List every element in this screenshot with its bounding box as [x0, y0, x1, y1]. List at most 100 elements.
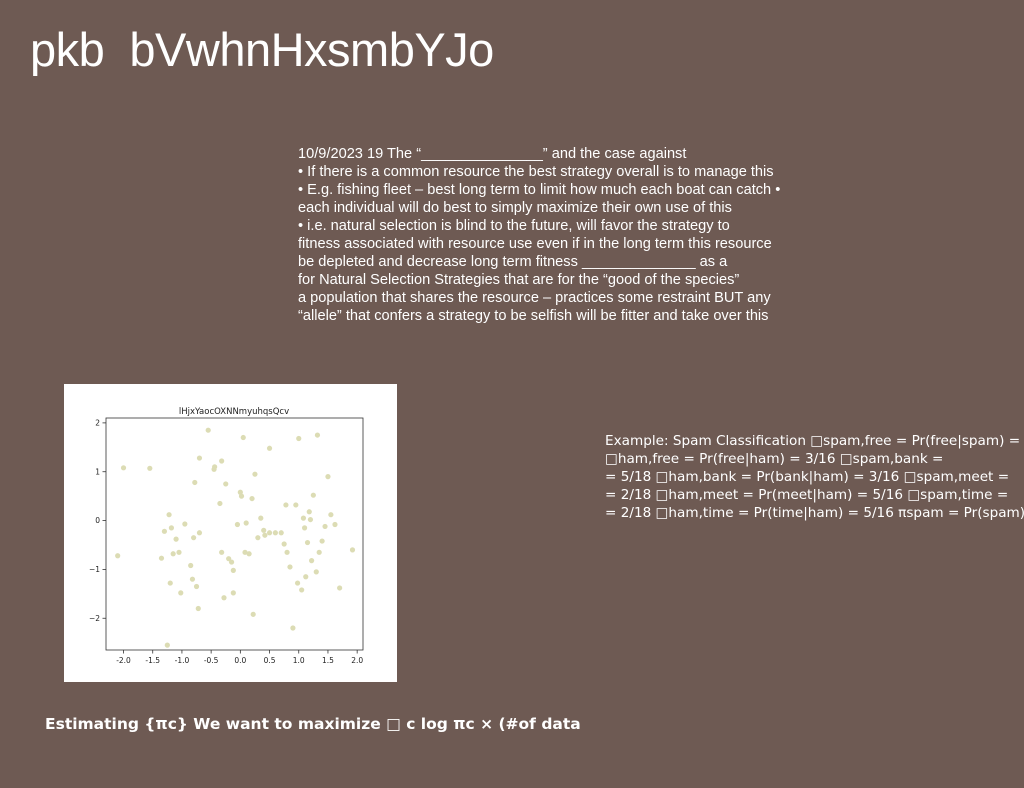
notes-line: a population that shares the resource – … — [298, 290, 771, 306]
scatter-point — [176, 549, 182, 555]
scatter-point — [219, 458, 225, 464]
scatter-point — [158, 555, 165, 561]
scatter-point — [258, 515, 264, 521]
y-tick-label: −2 — [89, 614, 100, 623]
scatter-point — [306, 509, 312, 515]
scatter-point — [115, 553, 121, 559]
scatter-point — [290, 625, 296, 631]
scatter-point — [217, 500, 223, 507]
scatter-point — [332, 521, 338, 528]
y-tick-label: 0 — [95, 516, 100, 525]
lecture-notes: 10/9/2023 19 The “_______________” and t… — [298, 145, 858, 325]
scatter-point — [262, 532, 268, 538]
scatter-point — [170, 551, 176, 557]
scatter-point — [287, 564, 293, 570]
scatter-point — [314, 432, 321, 438]
scatter-point — [196, 530, 203, 536]
spam-line: = 2/18 □ham,meet = Pr(meet|ham) = 5/16 □… — [605, 487, 1009, 503]
spam-line: = 2/18 □ham,time = Pr(time|ham) = 5/16 π… — [605, 505, 1024, 521]
data-points — [115, 427, 356, 648]
scatter-point — [120, 465, 127, 471]
scatter-point — [166, 512, 172, 518]
x-tick-label: 0.0 — [234, 656, 246, 665]
scatter-point — [192, 479, 198, 486]
scatter-point — [294, 580, 301, 586]
scatter-point — [299, 587, 305, 593]
spam-line: □ham,free = Pr(free|ham) = 3/16 □spam,ba… — [605, 451, 944, 467]
scatter-point — [173, 536, 179, 542]
scatter-point — [178, 590, 184, 596]
x-tick-label: 2.0 — [351, 656, 363, 665]
scatter-point — [228, 559, 235, 565]
scatter-point — [300, 515, 307, 521]
scatter-point — [266, 530, 273, 536]
scatter-point — [301, 525, 308, 531]
scatter-figure: lHjxYaocOXNNmyuhqsQcv -2.0 -1.5 -1.0 -0.5 0.… — [64, 384, 397, 682]
x-axis: -2.0 -1.5 -1.0 -0.5 0.0 0.5 1.0 1.5 2.0 — [116, 650, 363, 665]
scatter-point — [272, 530, 278, 536]
scatter-point — [221, 595, 227, 601]
scatter-point — [191, 535, 197, 541]
scatter-point — [240, 434, 246, 441]
scatter-point — [328, 512, 334, 518]
scatter-point — [243, 520, 249, 526]
scatter-point — [147, 465, 153, 471]
scatter-point — [296, 435, 302, 442]
page-title: pkb bVwhnHxsmbYJo — [30, 23, 494, 76]
scatter-point — [322, 523, 328, 530]
scatter-point — [283, 502, 289, 508]
scatter-point — [234, 521, 241, 528]
scatter-point — [261, 527, 267, 533]
y-tick-label: 2 — [95, 418, 100, 427]
scatter-point — [188, 562, 194, 569]
scatter-point — [246, 551, 252, 557]
scatter-point — [219, 549, 225, 555]
scatter-point — [316, 549, 322, 555]
scatter-point — [223, 481, 229, 487]
scatter-point — [303, 574, 309, 580]
scatter-point — [255, 535, 261, 541]
scatter-point — [242, 549, 248, 555]
scatter-point — [310, 492, 316, 498]
notes-line: • E.g. fishing fleet – best long term to… — [298, 182, 781, 198]
scatter-point — [319, 538, 325, 544]
estimating-heading: Estimating {πc} We want to maximize □ c … — [45, 715, 581, 733]
scatter-chart: lHjxYaocOXNNmyuhqsQcv -2.0 -1.5 -1.0 -0.5 0.… — [89, 407, 364, 665]
scatter-point — [161, 528, 168, 534]
scatter-point — [249, 495, 255, 502]
scatter-point — [281, 541, 287, 547]
x-tick-label: -1.0 — [175, 656, 190, 665]
y-tick-label: 1 — [95, 467, 100, 476]
x-tick-label: 0.5 — [264, 656, 276, 665]
scatter-point — [309, 558, 315, 564]
scatter-point — [278, 530, 284, 536]
spam-line: = 5/18 □ham,bank = Pr(bank|ham) = 3/16 □… — [605, 469, 1010, 485]
scatter-point — [189, 576, 196, 582]
scatter-point — [167, 580, 173, 586]
scatter-point — [284, 549, 290, 555]
scatter-point — [168, 525, 175, 531]
notes-line: for Natural Selection Strategies that ar… — [298, 272, 740, 288]
scatter-point — [337, 585, 343, 591]
scatter-point — [195, 605, 201, 612]
y-axis: 2 1 0 −1 −2 — [89, 418, 106, 623]
notes-line: be depleted and decrease long term fitne… — [298, 254, 728, 270]
x-tick-label: -2.0 — [116, 656, 131, 665]
x-tick-label: 1.5 — [322, 656, 334, 665]
spam-example: Example: Spam Classification □spam,free … — [605, 432, 1024, 522]
scatter-point — [293, 502, 299, 508]
scatter-point — [196, 455, 203, 461]
plot-frame — [105, 417, 364, 651]
scatter-point — [349, 547, 356, 553]
scatter-point — [304, 539, 311, 546]
scatter-point — [193, 583, 200, 590]
x-tick-label: -0.5 — [204, 656, 219, 665]
scatter-point — [252, 471, 258, 477]
scatter-point — [313, 569, 319, 575]
x-tick-label: -1.5 — [145, 656, 160, 665]
notes-line: fitness associated with resource use eve… — [298, 236, 772, 252]
scatter-point — [212, 464, 218, 470]
scatter-point — [205, 427, 211, 433]
scatter-point — [250, 611, 256, 617]
scatter-point — [230, 567, 236, 573]
